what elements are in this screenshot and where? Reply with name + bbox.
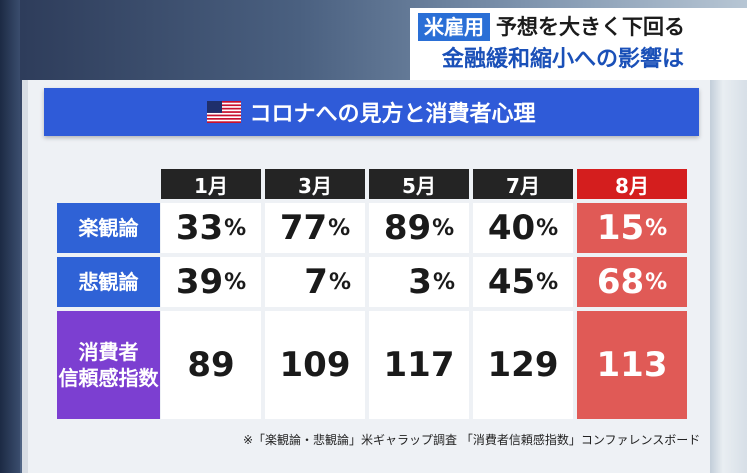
table-cell: 109 (265, 311, 365, 419)
unit-text: % (224, 215, 247, 241)
table-cell: 33% (161, 203, 261, 253)
value-text: 7 (304, 262, 328, 302)
value-text: 3 (408, 262, 432, 302)
row-label-line-2: 信頼感指数 (58, 366, 159, 390)
unit-text: % (536, 215, 559, 241)
value-text: 89 (187, 345, 235, 385)
value-text: 45 (487, 262, 536, 302)
source-footnote: ※「楽観論・悲観論」米ギャラップ調査 「消費者信頼感指数」コンファレンスボード (243, 433, 701, 447)
unit-text: % (328, 215, 351, 241)
table-cell: 40% (473, 203, 573, 253)
table-cell: 77% (265, 203, 365, 253)
month-header-may: 5月 (369, 169, 469, 199)
unit-text: % (645, 269, 668, 295)
value-text: 113 (596, 345, 668, 385)
us-flag-icon (207, 101, 242, 123)
month-header-aug: 8月 (577, 169, 687, 199)
value-text: 40 (487, 208, 536, 248)
unit-text: % (432, 269, 455, 295)
value-text: 109 (279, 345, 351, 385)
board-title: コロナへの見方と消費者心理 (249, 102, 536, 127)
headline-row-1: 米雇用 予想を大きく下回る (418, 12, 739, 42)
table-cell: 39% (161, 257, 261, 307)
studio-backdrop-right (707, 70, 747, 473)
value-text: 117 (383, 345, 455, 385)
headline-line-2: 金融緩和縮小への影響は (442, 47, 685, 72)
board-title-bar: コロナへの見方と消費者心理 (44, 88, 699, 136)
studio-backdrop-left (0, 0, 20, 473)
row-label-optimism: 楽観論 (57, 203, 160, 253)
table-cell-highlight: 68% (577, 257, 687, 307)
row-label-pessimism: 悲観論 (57, 257, 160, 307)
table-cell: 89% (369, 203, 469, 253)
table-cell-highlight: 113 (577, 311, 687, 419)
table-cell: 3% (369, 257, 469, 307)
table-cell: 117 (369, 311, 469, 419)
table-cell: 7% (265, 257, 365, 307)
row-label-consumer-confidence: 消費者 信頼感指数 (57, 311, 160, 419)
row-label-line-1: 消費者 (78, 340, 139, 364)
value-text: 15 (596, 208, 645, 248)
headline-line-1: 予想を大きく下回る (496, 15, 685, 39)
value-text: 39 (175, 262, 224, 302)
news-headline: 米雇用 予想を大きく下回る 金融緩和縮小への影響は (410, 8, 747, 80)
table-cell: 89 (161, 311, 261, 419)
info-board: コロナへの見方と消費者心理 1月 3月 5月 7月 8月 楽観論 33% 77%… (22, 80, 710, 473)
month-header-mar: 3月 (265, 169, 365, 199)
unit-text: % (224, 269, 247, 295)
unit-text: % (645, 215, 668, 241)
unit-text: % (536, 269, 559, 295)
value-text: 68 (596, 262, 645, 302)
unit-text: % (328, 269, 351, 295)
value-text: 33 (175, 208, 224, 248)
table-cell: 129 (473, 311, 573, 419)
value-text: 77 (279, 208, 328, 248)
value-text: 89 (383, 208, 432, 248)
value-text: 129 (487, 345, 559, 385)
month-header-jan: 1月 (161, 169, 261, 199)
table-cell-highlight: 15% (577, 203, 687, 253)
month-header-jul: 7月 (473, 169, 573, 199)
unit-text: % (432, 215, 455, 241)
headline-tag: 米雇用 (418, 13, 490, 41)
table-cell: 45% (473, 257, 573, 307)
